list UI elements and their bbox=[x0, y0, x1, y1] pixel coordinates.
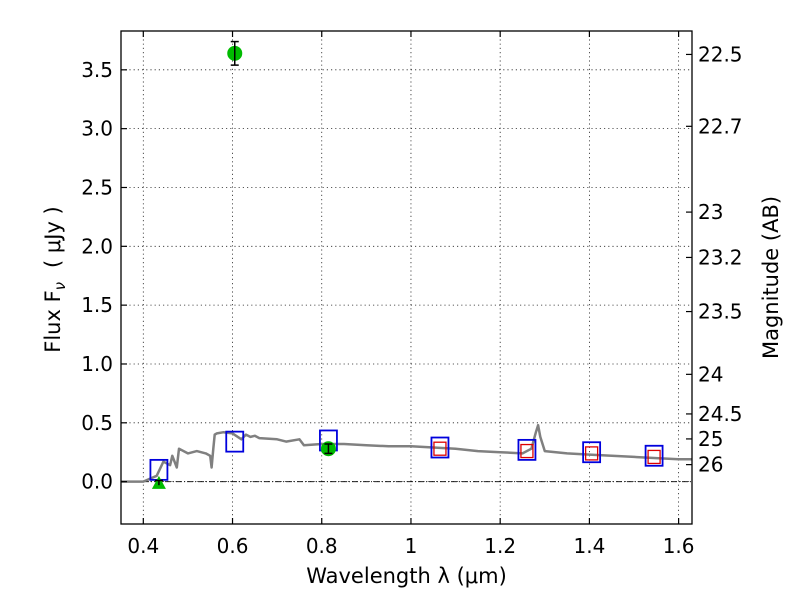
x-tick-label: 1 bbox=[405, 534, 418, 558]
magnitude-axis-label: Magnitude (AB) bbox=[759, 196, 783, 359]
x-tick-label: 1.4 bbox=[573, 534, 605, 558]
y-tick-label: 0.5 bbox=[81, 411, 113, 435]
y-tick-label: 1.5 bbox=[81, 293, 113, 317]
magnitude-tick-label: 23 bbox=[698, 200, 723, 224]
magnitude-tick-label: 23.2 bbox=[698, 245, 743, 269]
x-tick-label: 0.6 bbox=[217, 534, 249, 558]
y-axis-label: Flux Fν ( μJy ) bbox=[41, 206, 69, 353]
x-tick-label: 1.2 bbox=[484, 534, 516, 558]
model-photometry-square bbox=[644, 444, 664, 467]
magnitude-tick-label: 22.5 bbox=[698, 42, 743, 66]
magnitude-tick-label: 22.7 bbox=[698, 114, 743, 138]
y-tick-label: 1.0 bbox=[81, 352, 113, 376]
model-photometry-square bbox=[225, 430, 245, 453]
model-photometry-inner-square bbox=[647, 449, 661, 465]
model-photometry-square bbox=[430, 436, 450, 459]
plot-frame bbox=[120, 30, 693, 525]
y-axis-label-unit: ( μJy ) bbox=[41, 206, 65, 268]
model-photometry-inner-square bbox=[584, 446, 599, 461]
y-axis-label-group: Flux Fν ( μJy ) bbox=[41, 206, 69, 353]
magnitude-tick-label: 23.5 bbox=[698, 300, 743, 324]
grid-layer bbox=[121, 31, 692, 524]
magnitude-tick-label: 26 bbox=[698, 453, 723, 477]
y-axis-label-sub: ν bbox=[51, 282, 69, 290]
tick-layer: 0.4 0.6 0.8 1 1.2 1.4 1.6 0.0 0.5 1.0 1.5 2.0 2.5 3.0… bbox=[81, 31, 743, 558]
y-tick-label: 2.5 bbox=[81, 175, 113, 199]
model-photometry-square bbox=[582, 441, 602, 464]
model-photometry-square bbox=[517, 438, 537, 461]
model-photometry-inner-square bbox=[520, 443, 534, 459]
y-tick-label: 0.0 bbox=[81, 470, 113, 494]
model-photometry-inner-square bbox=[433, 441, 447, 456]
magnitude-tick-label: 24.5 bbox=[698, 402, 743, 426]
y-tick-label: 2.0 bbox=[81, 234, 113, 258]
data-layer bbox=[121, 40, 692, 489]
magnitude-tick-label: 25 bbox=[698, 427, 723, 451]
model-spectrum-line bbox=[121, 423, 692, 483]
y-tick-label: 3.0 bbox=[81, 117, 113, 141]
x-tick-label: 1.6 bbox=[663, 534, 695, 558]
magnitude-tick-label: 24 bbox=[698, 362, 723, 386]
x-axis-label: Wavelength λ (μm) bbox=[306, 564, 507, 588]
x-tick-label: 0.4 bbox=[127, 534, 159, 558]
x-tick-label: 0.8 bbox=[306, 534, 338, 558]
y-axis-label-main: Flux F bbox=[41, 290, 65, 352]
y-tick-label: 3.5 bbox=[81, 58, 113, 82]
